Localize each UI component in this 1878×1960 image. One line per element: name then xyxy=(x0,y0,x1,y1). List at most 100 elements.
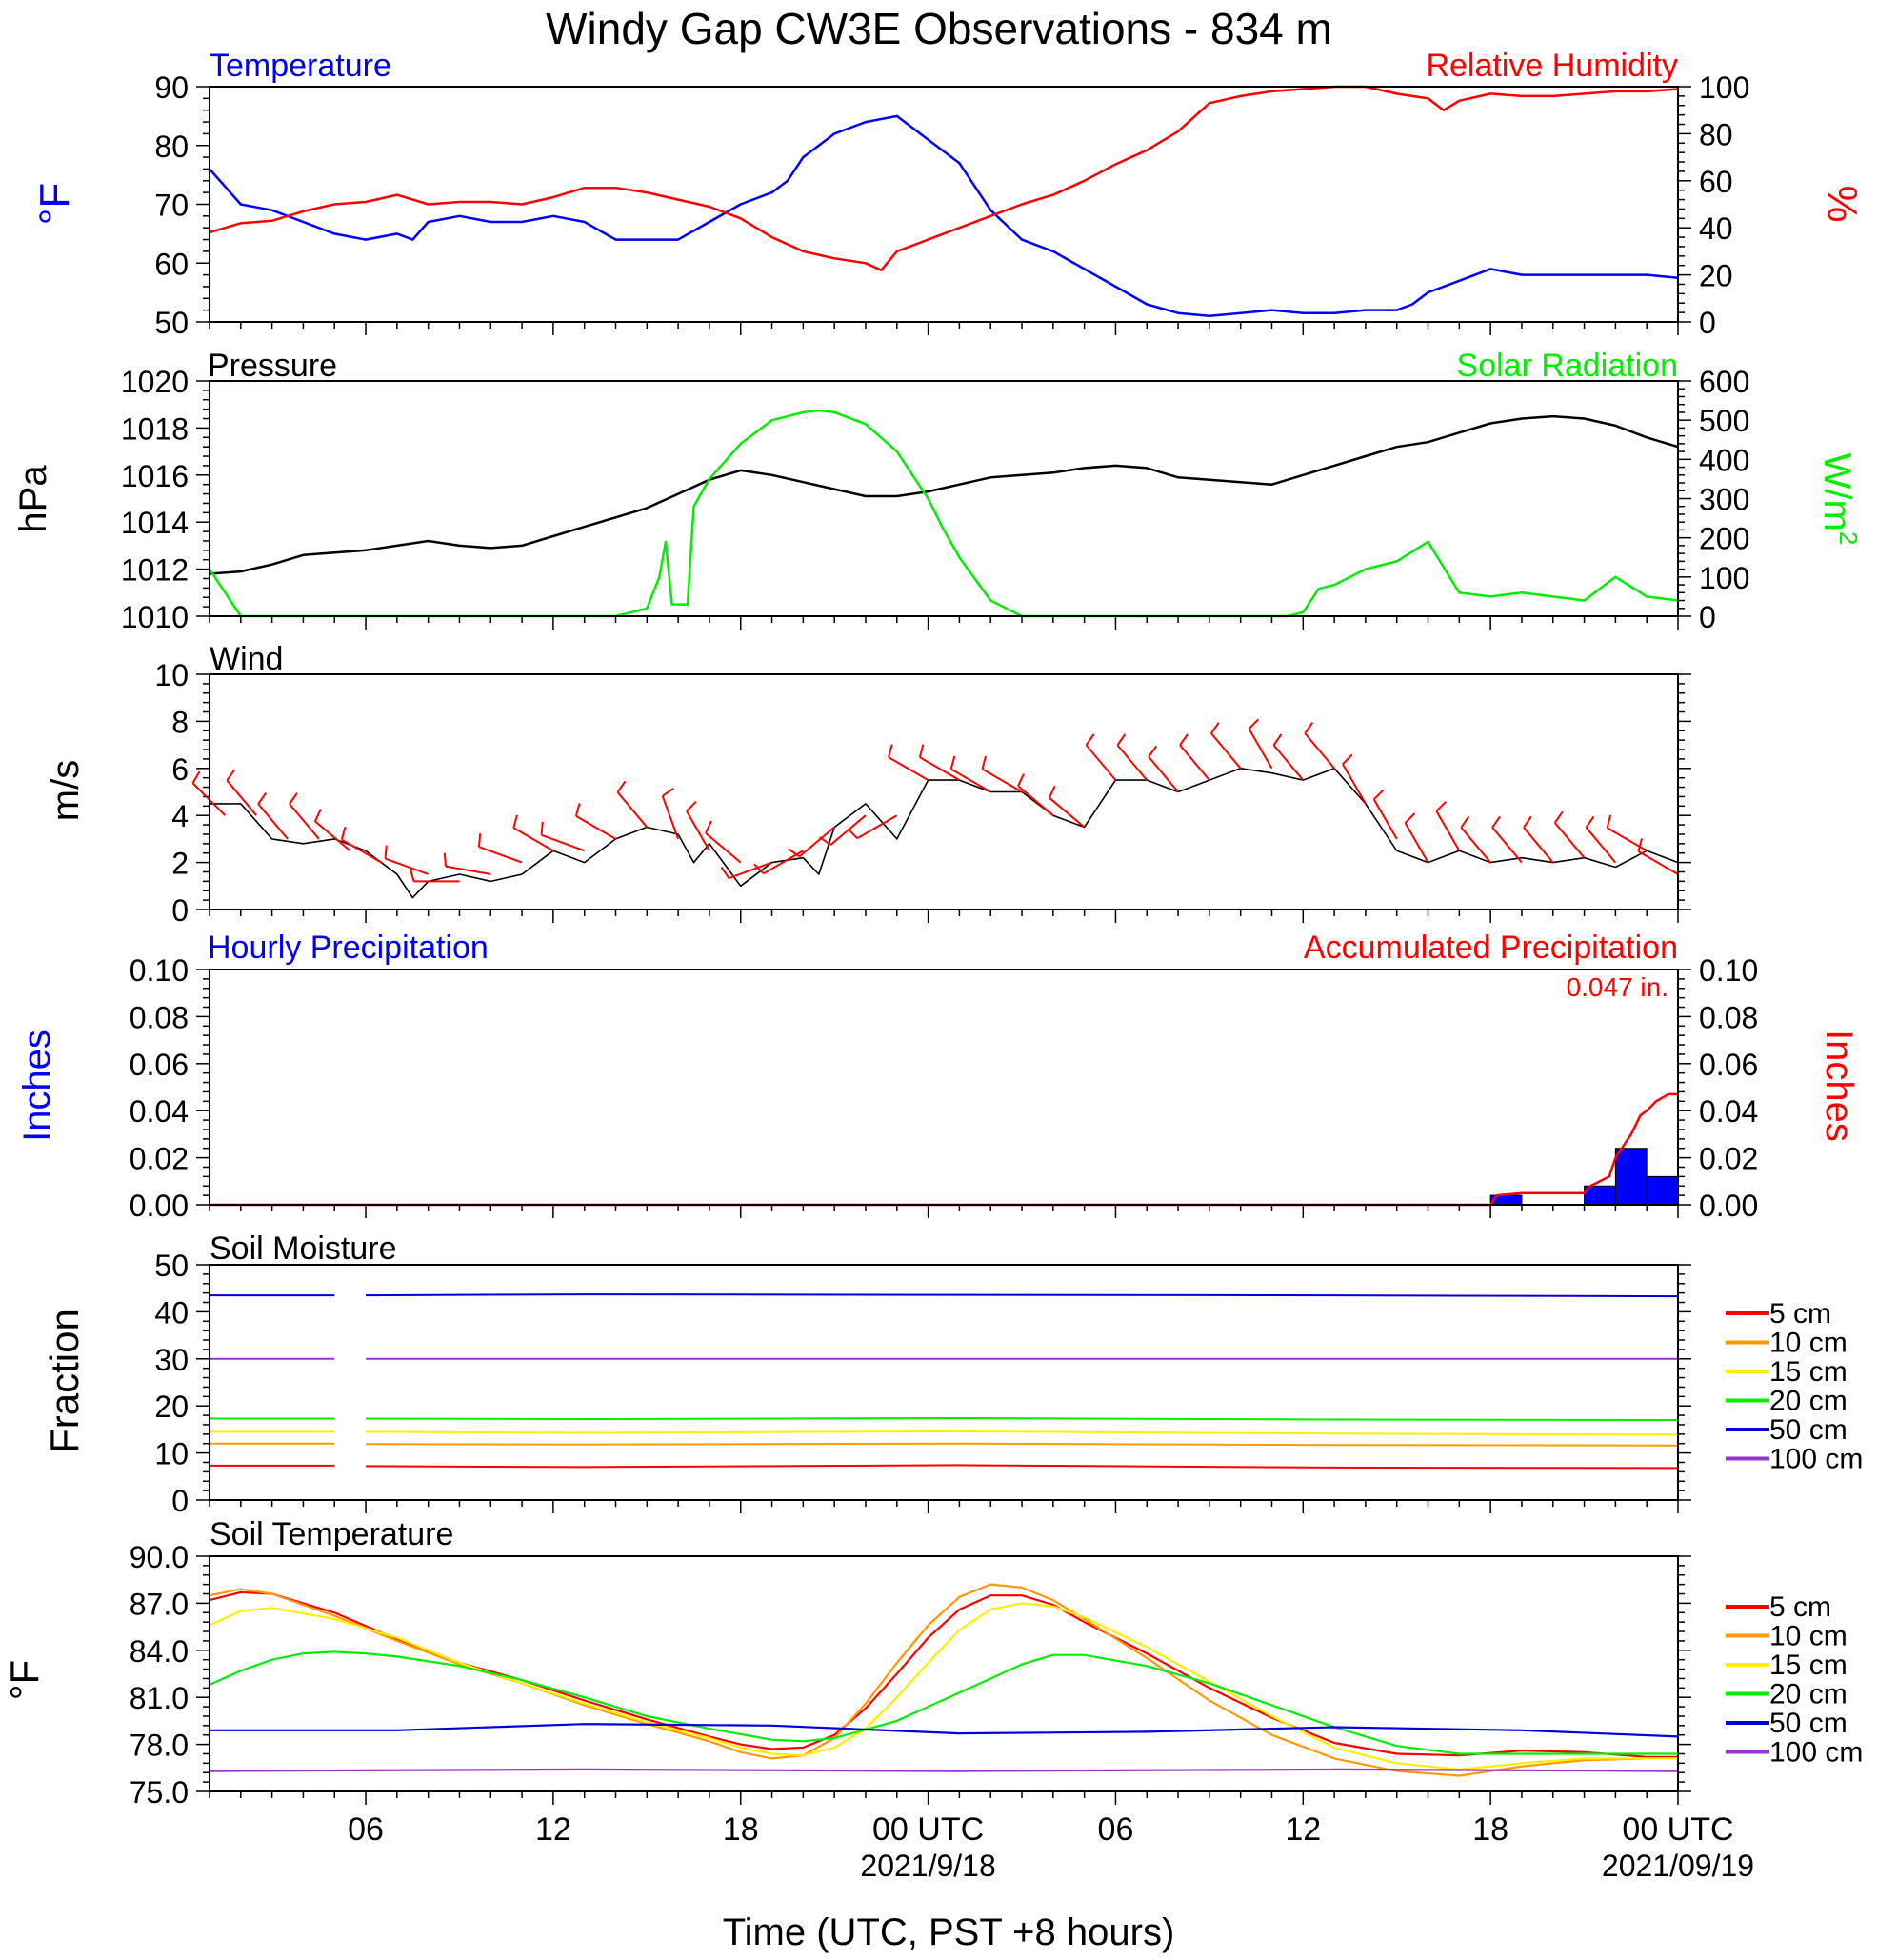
temp-rh-frame xyxy=(209,86,1679,323)
wind-barb-staff xyxy=(616,791,649,829)
wind-barb-flag xyxy=(616,780,627,793)
precip-left-axis-ticks: 0.00 0.02 0.04 0.06 0.08 0.10 xyxy=(130,953,210,1223)
wind-barb-flag xyxy=(705,820,712,834)
soil-temp-axis-tick-label: 75.0 xyxy=(130,1775,189,1810)
soil-temp-line xyxy=(210,1723,1679,1738)
soil-temp-line xyxy=(209,1602,1678,1771)
pressure-axis-tick-label: 1012 xyxy=(121,553,189,588)
humidity-axis-ticks: 0 20 40 60 80 100 xyxy=(1678,70,1749,340)
time-tick-label: 00 UTC xyxy=(872,1811,984,1848)
wind-barb-flag xyxy=(1585,815,1595,829)
soil-temp-series xyxy=(209,1583,1679,1805)
wind-barb-flag xyxy=(888,744,893,758)
precip-total-label: 0.047 in. xyxy=(1567,972,1668,1002)
panel-wind: Wind m/s 0 2 4 6 8 10 xyxy=(45,641,1691,928)
wind-barb-flag xyxy=(819,836,831,846)
soil-moisture-axis-tick-label: 0 xyxy=(171,1484,189,1518)
wind-barb-flag xyxy=(477,833,482,848)
soil-moisture-line xyxy=(365,1417,1679,1421)
wind-barb-staff xyxy=(512,827,554,852)
wind-barb-staff xyxy=(856,814,898,840)
wind-barb-staff xyxy=(729,861,772,879)
wind-barb-staff xyxy=(1304,732,1335,770)
wind-barb-flag xyxy=(1523,815,1532,829)
soil-moisture-line xyxy=(365,1293,1679,1298)
humidity-axis-tick-label: 80 xyxy=(1699,117,1733,151)
legend-label: 100 cm xyxy=(1769,1444,1863,1475)
pressure-axis-tick-label: 1010 xyxy=(121,600,189,634)
precip-series xyxy=(209,1092,1679,1218)
wind-barb-staff xyxy=(445,865,491,875)
hourly-precip-bar xyxy=(1614,1148,1648,1206)
temperature-axis-tick-label: 80 xyxy=(154,130,189,164)
soil-moisture-axis-tick-label: 50 xyxy=(154,1249,189,1283)
date-label: 2021/09/19 xyxy=(1602,1849,1754,1883)
wind-barb-flag xyxy=(257,792,268,805)
legend-label: 15 cm xyxy=(1769,1650,1848,1681)
wind-barb-flag xyxy=(384,845,388,859)
hourly-precip-unit: Inches xyxy=(16,1030,58,1142)
solar-axis-tick-label: 300 xyxy=(1699,483,1749,517)
temp-rh-series xyxy=(209,85,1679,335)
soil-moisture-series xyxy=(209,1293,1679,1513)
wind-barb-flag xyxy=(720,866,730,879)
wind-barb-flag xyxy=(1272,733,1283,746)
wind-barb-staff xyxy=(1404,822,1429,864)
temperature-line xyxy=(209,114,1679,318)
soil-temp-axis-ticks: 75.0 78.0 81.0 84.0 87.0 90.0 xyxy=(130,1540,1691,1810)
soil-moisture-axis-tick-label: 10 xyxy=(154,1437,189,1471)
wind-barb-flag xyxy=(662,787,674,797)
time-tick-label: 12 xyxy=(1285,1811,1321,1848)
wind-barb-staff xyxy=(798,826,835,858)
temperature-axis-tick-label: 70 xyxy=(154,189,189,223)
soil-moisture-axis-tick-label: 30 xyxy=(154,1343,189,1377)
pressure-axis-ticks: 1010 1012 1014 1016 1018 1020 xyxy=(121,365,210,634)
wind-series xyxy=(191,718,1679,923)
wind-axis-tick-label: 4 xyxy=(171,799,189,833)
wind-barb-staff xyxy=(1637,850,1679,875)
panel-precip: Hourly Precipitation Accumulated Precipi… xyxy=(16,930,1860,1223)
wind-barb-flag xyxy=(1460,815,1470,829)
wind-title: Wind xyxy=(210,641,283,677)
wind-barb-flag xyxy=(443,852,448,867)
humidity-axis-tick-label: 60 xyxy=(1699,165,1733,199)
humidity-unit: % xyxy=(1819,185,1866,222)
humidity-axis-tick-label: 40 xyxy=(1699,211,1733,246)
wind-barb-staff xyxy=(888,756,929,782)
wind-barb-staff xyxy=(1116,744,1149,781)
wind-barb-staff xyxy=(1553,822,1586,859)
wind-barb-staff xyxy=(1491,827,1523,864)
legend-label: 5 cm xyxy=(1769,1591,1831,1623)
solar-axis-tick-label: 200 xyxy=(1699,522,1749,556)
wind-barb-staff xyxy=(1210,732,1242,770)
wind-barb-flag xyxy=(540,821,544,835)
precip-right-axis-tick-label: 0.00 xyxy=(1699,1189,1758,1223)
wind-barb-staff xyxy=(314,820,351,852)
wind-barb-staff xyxy=(1372,798,1398,840)
wind-barb-flag xyxy=(1179,733,1189,746)
precip-frame xyxy=(209,969,1679,1206)
soil-moisture-unit: Fraction xyxy=(42,1309,87,1453)
wind-barb-staff xyxy=(575,815,617,840)
accum-precip-line xyxy=(210,1092,1678,1207)
legend-label: 10 cm xyxy=(1769,1328,1848,1359)
wind-barb-flag xyxy=(226,769,236,782)
soil-moisture-axis-tick-label: 40 xyxy=(154,1295,189,1330)
wind-axis-tick-label: 2 xyxy=(171,847,189,881)
wind-barb-flag xyxy=(289,792,298,805)
soil-moisture-axis-tick-label: 20 xyxy=(154,1390,189,1424)
soil-moisture-line xyxy=(365,1442,1679,1447)
wind-barb-staff xyxy=(661,795,680,840)
time-tick-label: 06 xyxy=(348,1811,384,1848)
wind-barb-flag xyxy=(1148,745,1158,758)
soil-moisture-line xyxy=(365,1464,1679,1470)
wind-barb-staff xyxy=(1272,744,1305,781)
pressure-axis-tick-label: 1016 xyxy=(121,459,189,493)
wind-barb-staff xyxy=(1049,796,1086,829)
legend-label: 20 cm xyxy=(1769,1386,1848,1417)
wind-barb-staff xyxy=(1248,728,1273,770)
wind-unit: m/s xyxy=(45,760,87,821)
humidity-line xyxy=(209,85,1679,271)
